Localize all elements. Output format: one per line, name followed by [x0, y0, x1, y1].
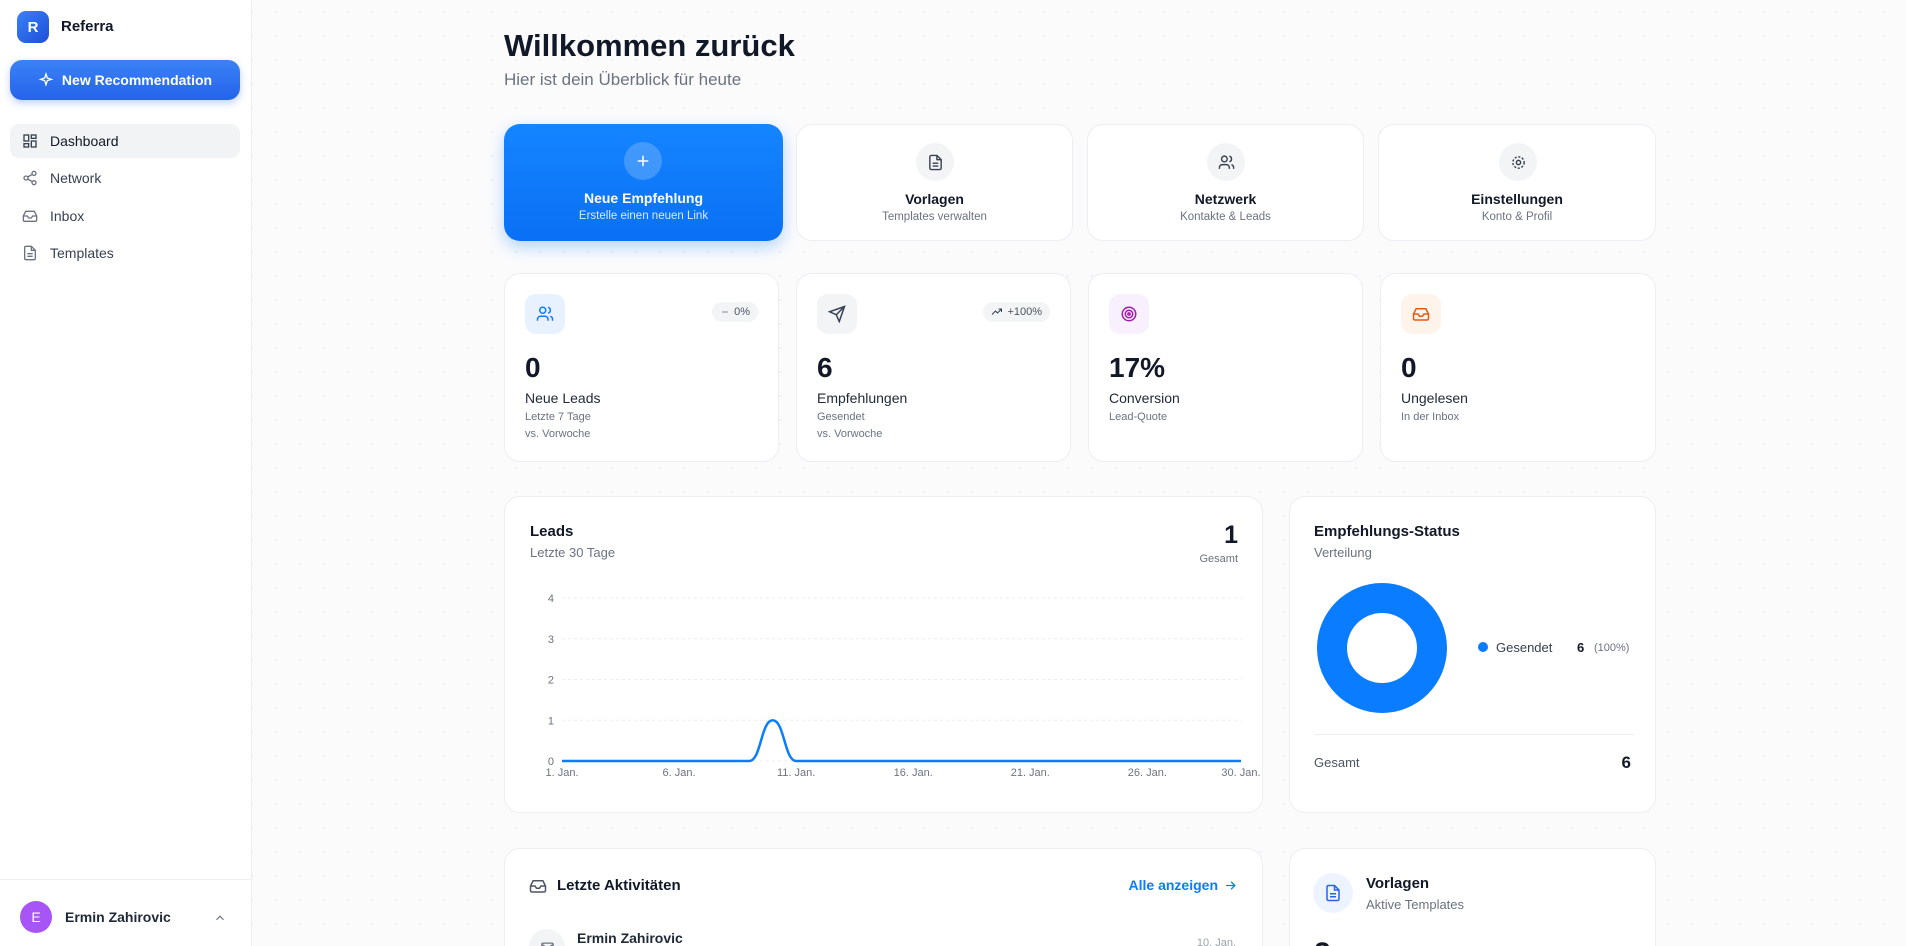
nav-item[interactable]: Dashboard: [10, 124, 240, 158]
nav-item[interactable]: Network: [10, 161, 240, 195]
quick-action-card[interactable]: Netzwerk Kontakte & Leads: [1087, 124, 1364, 241]
brand-name: Referra: [61, 18, 114, 35]
users-icon: [1207, 143, 1245, 181]
chart-subtitle: Verteilung: [1314, 545, 1372, 560]
stat-label: Conversion: [1109, 390, 1180, 406]
stat-value: 0: [525, 352, 541, 383]
activities-card: Letzte Aktivitäten Alle anzeigen Ermin Z…: [504, 848, 1263, 946]
document-icon: [916, 143, 954, 181]
nav-icon: [23, 134, 37, 148]
new-recommendation-button[interactable]: New Recommendation: [10, 60, 240, 100]
badge-text: +100%: [1007, 306, 1042, 318]
button-label: New Recommendation: [61, 72, 213, 88]
quick-action-subtitle: Kontakte & Leads: [1180, 211, 1271, 223]
nav-label: Inbox: [50, 208, 85, 224]
nav-label: Network: [50, 170, 102, 186]
stat-card: 0 Ungelesen In der Inbox: [1380, 273, 1656, 462]
target-icon: [1109, 294, 1149, 334]
templates-title: Vorlagen: [1366, 875, 1430, 892]
quick-action-subtitle: Templates verwalten: [882, 211, 987, 223]
chart-title: Empfehlungs-Status: [1314, 523, 1460, 540]
chart-subtitle: Letzte 30 Tage: [530, 545, 616, 560]
send-icon: [817, 294, 857, 334]
nav-icon: [23, 170, 37, 186]
activity-date: 10. Jan.: [1196, 937, 1236, 946]
sparkle-icon: [38, 72, 54, 87]
plus-icon: [624, 142, 662, 180]
document-icon: [1313, 873, 1353, 913]
stat-label: Empfehlungen: [817, 390, 908, 406]
templates-subtitle: Aktive Templates: [1366, 897, 1465, 912]
activities-title: Letzte Aktivitäten: [557, 877, 681, 894]
stat-label: Neue Leads: [525, 390, 601, 406]
quick-action-subtitle: Erstelle einen neuen Link: [578, 210, 709, 222]
chart-total: 1: [1224, 521, 1238, 549]
page-subtitle: Hier ist dein Überblick für heute: [504, 70, 742, 89]
page-title: Willkommen zurück: [504, 28, 795, 63]
nav-item[interactable]: Inbox: [10, 199, 240, 233]
arrow-icon[interactable]: [1223, 878, 1238, 893]
inbox-icon: [1401, 294, 1441, 334]
nav-icon: [24, 245, 36, 261]
trend-badge: +100%: [983, 302, 1050, 322]
stat-value: 17%: [1109, 352, 1166, 383]
stat-card: 17% Conversion Lead-Quote: [1088, 273, 1363, 462]
chart-total-label: Gesamt: [1199, 553, 1238, 565]
divider: [1314, 734, 1634, 735]
stat-note: Letzte 7 Tage: [525, 411, 591, 423]
chart-title: Leads: [530, 523, 574, 540]
nav-label: Dashboard: [50, 133, 119, 149]
stat-note: Gesendet: [817, 411, 865, 423]
stat-compare: vs. Vorwoche: [817, 428, 883, 440]
nav-label: Templates: [50, 245, 114, 261]
stat-value: 6: [817, 352, 833, 383]
quick-action-card[interactable]: Vorlagen Templates verwalten: [796, 124, 1073, 241]
user-avatar: E: [20, 901, 52, 933]
quick-action-title: Einstellungen: [1471, 191, 1563, 207]
stat-value: 0: [1401, 352, 1417, 383]
badge-text: 0%: [734, 306, 750, 318]
sidebar: R Referra New Recommendation Dashboard N…: [0, 0, 252, 946]
divider: [0, 879, 252, 880]
mail-icon: [529, 929, 565, 946]
leads-chart-card: Leads Letzte 30 Tage 1 Gesamt: [504, 496, 1263, 813]
user-name[interactable]: Ermin Zahirovic: [65, 909, 171, 925]
trend-badge: 0%: [712, 302, 758, 322]
settings-icon: [1499, 143, 1537, 181]
stat-note: In der Inbox: [1401, 411, 1460, 423]
quick-action-title: Vorlagen: [905, 191, 964, 207]
stat-card: 0% 0 Neue Leads Letzte 7 Tage vs. Vorwoc…: [504, 273, 779, 462]
quick-action-card[interactable]: Neue Empfehlung Erstelle einen neuen Lin…: [504, 124, 783, 241]
total-value: 6: [1621, 753, 1631, 772]
show-all-link[interactable]: Alle anzeigen: [1128, 877, 1218, 893]
quick-action-card[interactable]: Einstellungen Konto & Profil: [1378, 124, 1656, 241]
quick-action-subtitle: Konto & Profil: [1481, 211, 1553, 223]
stat-card: +100% 6 Empfehlungen Gesendet vs. Vorwoc…: [796, 273, 1071, 462]
nav-icon: [22, 210, 38, 222]
users-icon: [525, 294, 565, 334]
stat-label: Ungelesen: [1401, 390, 1468, 406]
stat-compare: vs. Vorwoche: [525, 428, 591, 440]
brand-logo: R: [17, 11, 49, 43]
quick-action-title: Neue Empfehlung: [583, 190, 703, 206]
stat-note: Lead-Quote: [1109, 411, 1168, 423]
total-label: Gesamt: [1314, 755, 1360, 770]
chevron-icon[interactable]: [213, 911, 227, 925]
templates-count: 2: [1314, 937, 1331, 946]
status-chart-card: Empfehlungs-Status Verteilung Gesamt 6: [1289, 496, 1656, 813]
templates-card: Vorlagen Aktive Templates 2: [1289, 848, 1656, 946]
nav-item[interactable]: Templates: [10, 236, 240, 270]
activity-name: Ermin Zahirovic: [577, 930, 683, 946]
quick-action-title: Netzwerk: [1194, 191, 1257, 207]
inbox-icon: [529, 880, 547, 893]
